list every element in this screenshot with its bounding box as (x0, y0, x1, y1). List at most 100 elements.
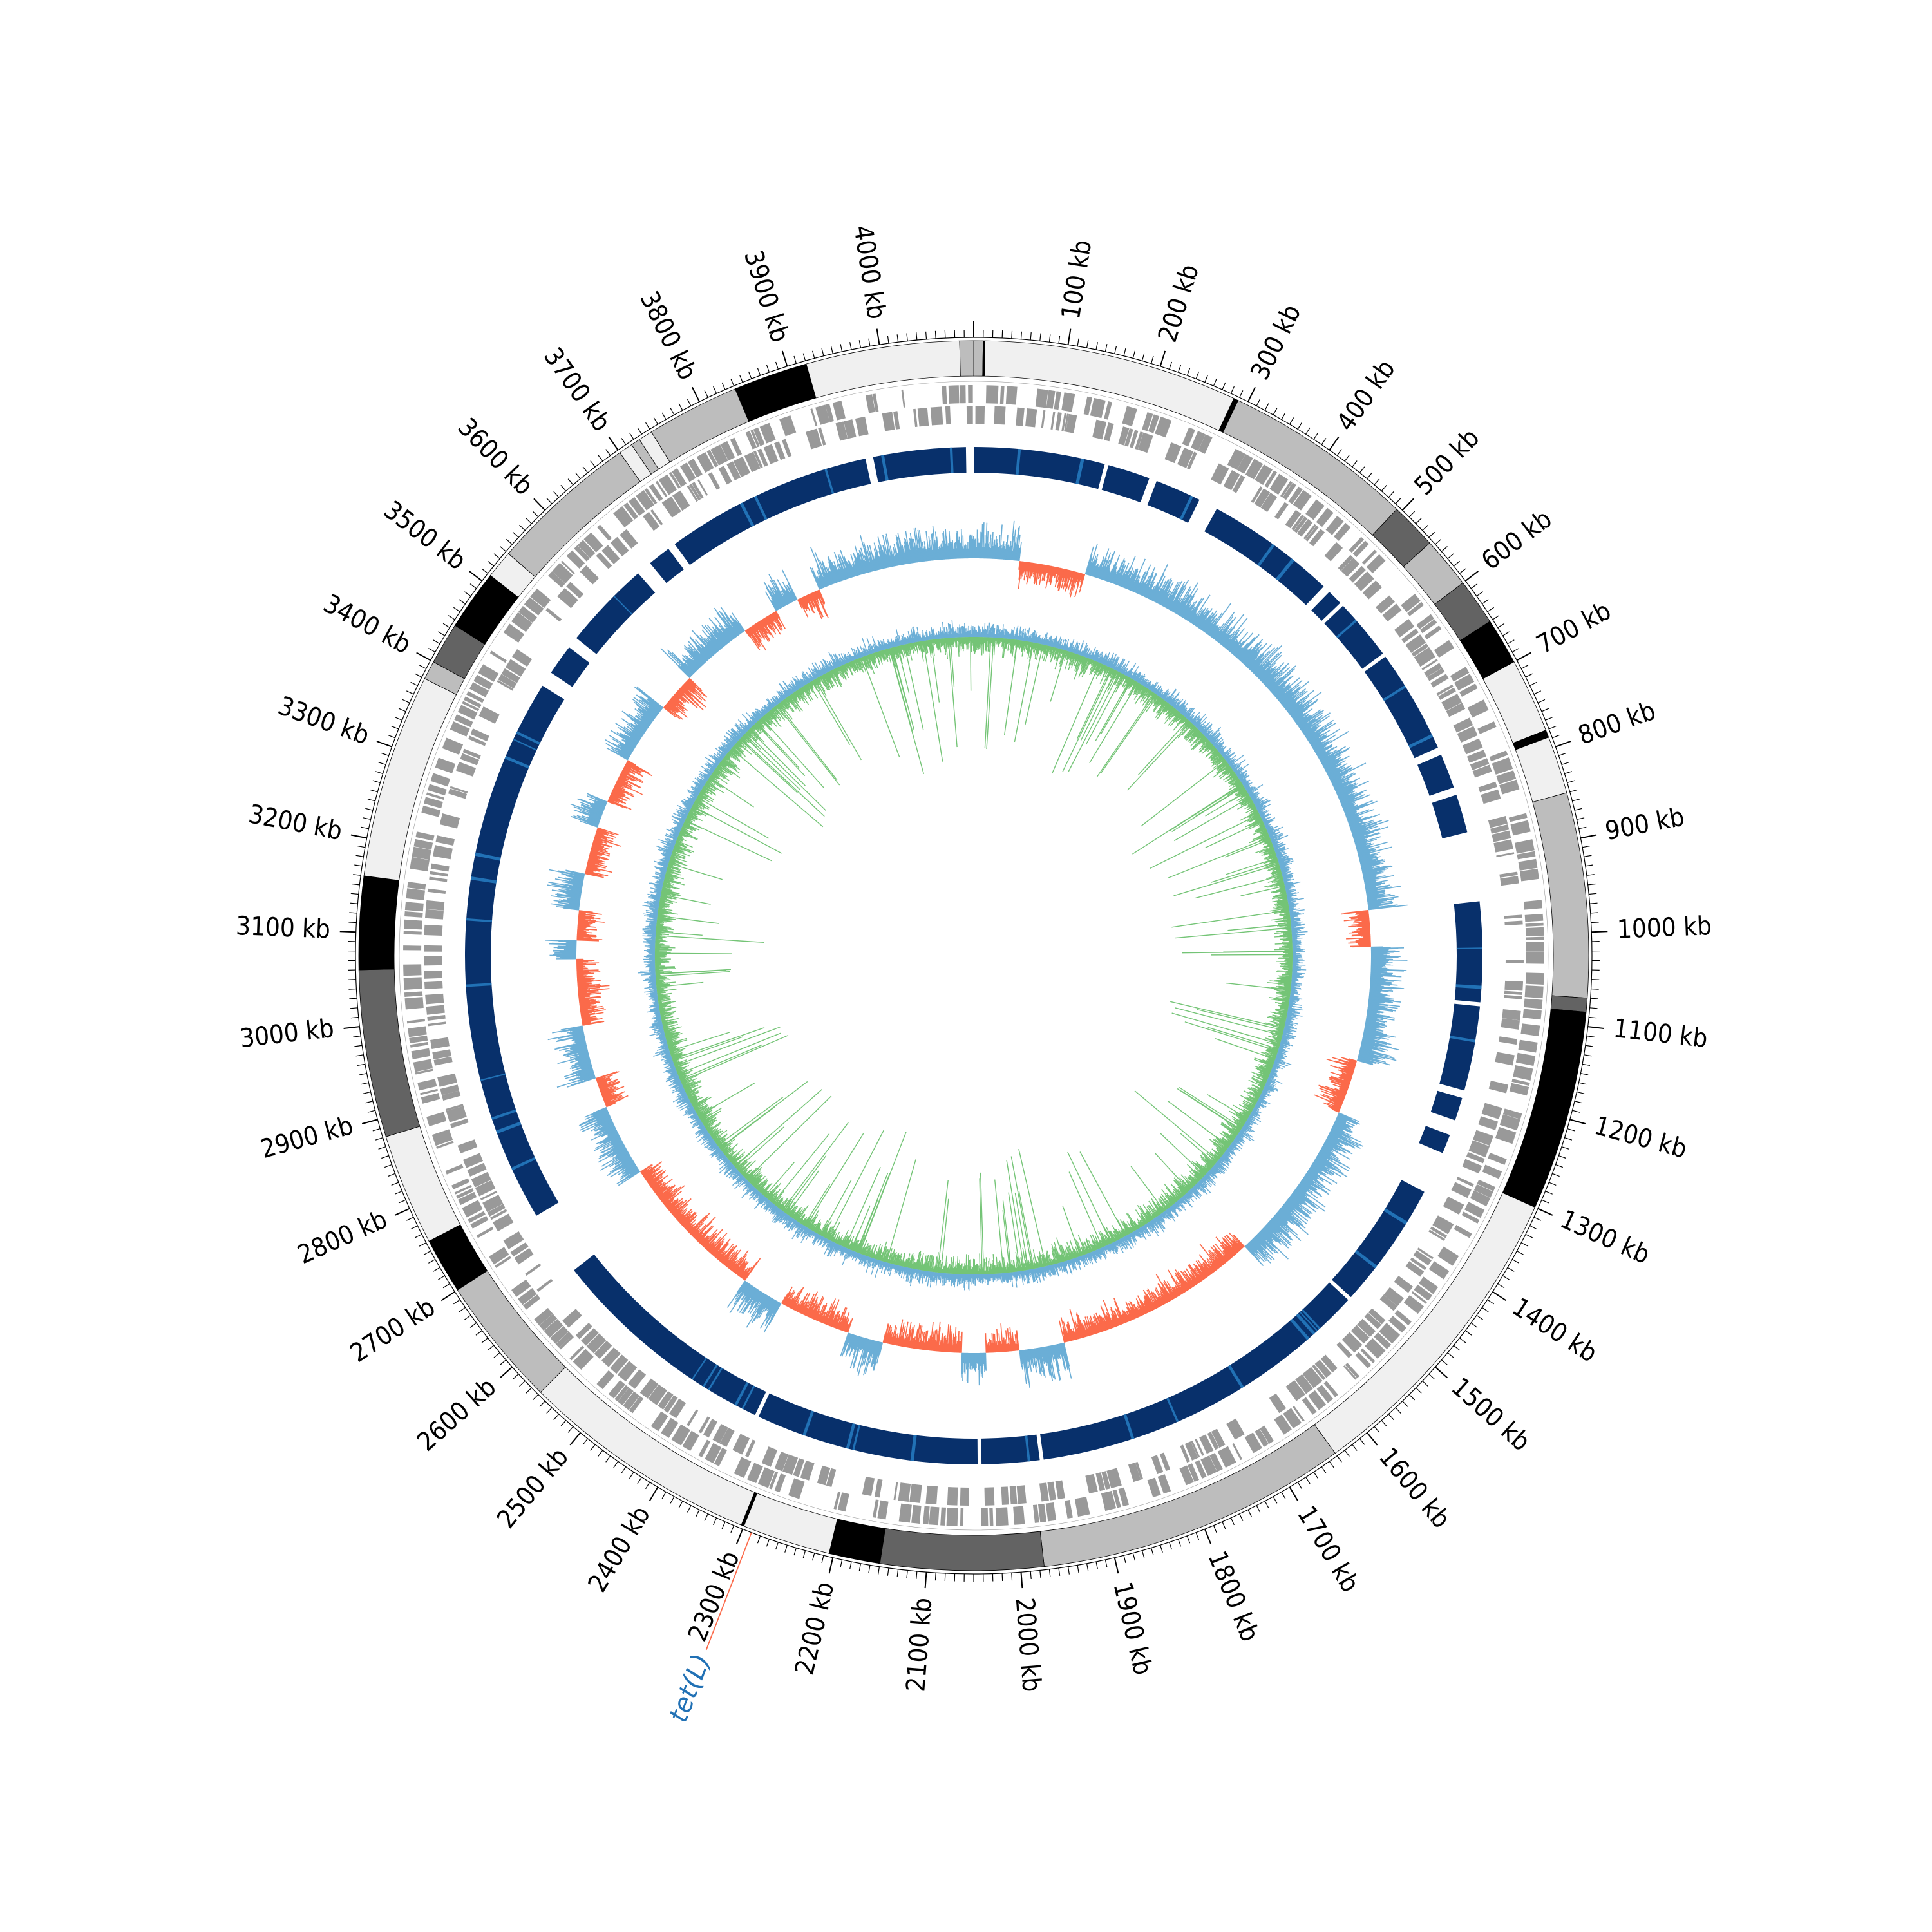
gc-content-bar (825, 1317, 829, 1325)
cds-feature (1394, 619, 1415, 638)
gc-content-bar (1232, 1243, 1240, 1252)
gc-content-bar (1319, 1150, 1351, 1170)
gc-content-bar (1295, 716, 1304, 723)
gc-content-bar (1284, 1202, 1309, 1222)
gc-content-bar (1279, 1209, 1301, 1227)
gc-content-bar (1170, 587, 1184, 611)
gc-content-bar (1033, 563, 1038, 583)
gc-content-bar (597, 1079, 611, 1085)
gc-content-bar (1139, 1305, 1145, 1315)
gc-content-bar (601, 1090, 616, 1097)
cds-feature (1481, 1103, 1502, 1119)
gc-content-bar (1255, 1235, 1267, 1247)
cds-feature (1401, 594, 1421, 612)
gc-content-bar (1366, 1015, 1395, 1021)
gc-content-bar (1189, 1265, 1202, 1282)
gc-content-bar (1105, 1316, 1112, 1329)
gc-content-bar (1310, 1166, 1325, 1175)
gc-content-bar (1063, 1331, 1066, 1343)
gc-content-bar (1332, 1105, 1341, 1110)
cds-feature (649, 484, 663, 502)
gc-content-bar (994, 544, 996, 559)
cds-feature (960, 1508, 964, 1526)
gc-content-bar (1343, 804, 1359, 811)
blast-hit-variant (1354, 1249, 1378, 1269)
cds-feature (1065, 1499, 1073, 1519)
gc-content-bar (1370, 983, 1390, 986)
gc-content-bar (805, 1291, 819, 1316)
gc-content-bar (1256, 1234, 1274, 1252)
gc-content-bar (1013, 537, 1017, 561)
gc-content-bar (1290, 692, 1322, 716)
gc-content-bar (1258, 1232, 1275, 1248)
contig-segment (1502, 1009, 1587, 1208)
gc-content-bar (735, 1282, 748, 1300)
gc-content-bar (1155, 1299, 1161, 1307)
cds-feature (420, 1088, 439, 1095)
gc-content-bar (738, 1285, 753, 1308)
gc-content-bar (1343, 1079, 1351, 1083)
cds-feature (757, 1467, 775, 1488)
cds-feature (1508, 813, 1528, 822)
gc-content-bar (1300, 719, 1316, 730)
gc-content-bar (1333, 1095, 1344, 1101)
gc-content-bar (1370, 947, 1405, 949)
cds-feature (450, 786, 468, 794)
gc-content-bar (1016, 1330, 1019, 1351)
gc-content-bar (694, 1232, 700, 1238)
gc-content-bar (800, 1305, 805, 1314)
gc-content-bar (1176, 1272, 1189, 1291)
gc-content-bar (1238, 649, 1249, 661)
gc-content-bar (730, 1256, 743, 1271)
cds-feature (446, 1106, 467, 1122)
gc-content-bar (1370, 976, 1385, 979)
gc-content-bar (1365, 1025, 1379, 1028)
gc-content-bar (1338, 1085, 1349, 1090)
gc-content-bar (1210, 1245, 1226, 1264)
cds-feature (1505, 960, 1524, 963)
gc-content-bar (1331, 1127, 1362, 1143)
gc-content-bar (1231, 645, 1239, 654)
gc-content-bar (566, 1077, 596, 1088)
blast-hit (1101, 465, 1150, 503)
gc-content-bar (1365, 886, 1401, 893)
gc-content-bar (600, 1123, 614, 1131)
gc-content-bar (1344, 804, 1365, 813)
gc-content-bar (1089, 1318, 1095, 1334)
gc-content-bar (1311, 1164, 1323, 1171)
gc-content-bar (1061, 1343, 1068, 1370)
gc-content-bar (1190, 613, 1198, 623)
gc-content-bar (596, 1077, 610, 1083)
gc-content-bar (1320, 746, 1346, 762)
gc-content-bar (829, 1315, 835, 1327)
gc-content-bar (1366, 891, 1385, 896)
gc-content-bar (645, 1171, 657, 1180)
gc-content-bar (607, 799, 628, 809)
gc-content-bar (935, 1331, 939, 1352)
gc-content-bar (1117, 575, 1123, 586)
cds-feature (475, 1180, 496, 1197)
gc-content-bar (1162, 591, 1171, 607)
gc-content-bar (1025, 1349, 1028, 1361)
gc-content-bar (1354, 838, 1368, 844)
cds-feature (663, 1395, 678, 1413)
gc-content-bar (1222, 634, 1233, 647)
gc-content-bar (1146, 1289, 1157, 1309)
gc-content-bar (1090, 1325, 1094, 1335)
cds-feature (608, 1380, 625, 1399)
cds-feature (1217, 1446, 1236, 1468)
gc-content-bar (1036, 564, 1041, 585)
blast-hit-variant (504, 755, 530, 769)
gc-content-bar (1180, 588, 1198, 617)
gc-content-bar (661, 1192, 673, 1202)
gc-content-bar (729, 1283, 750, 1314)
cds-feature (403, 945, 422, 951)
gc-content-bar (1260, 668, 1275, 682)
blast-hit-variant (1299, 1311, 1318, 1332)
cds-feature (1232, 1443, 1243, 1461)
gc-content-bar (1214, 629, 1222, 640)
gc-content-bar (1091, 1321, 1096, 1334)
gc-content-bar (691, 1227, 700, 1236)
gc-content-bar (1367, 1007, 1397, 1012)
gc-content-bar (952, 1344, 954, 1353)
